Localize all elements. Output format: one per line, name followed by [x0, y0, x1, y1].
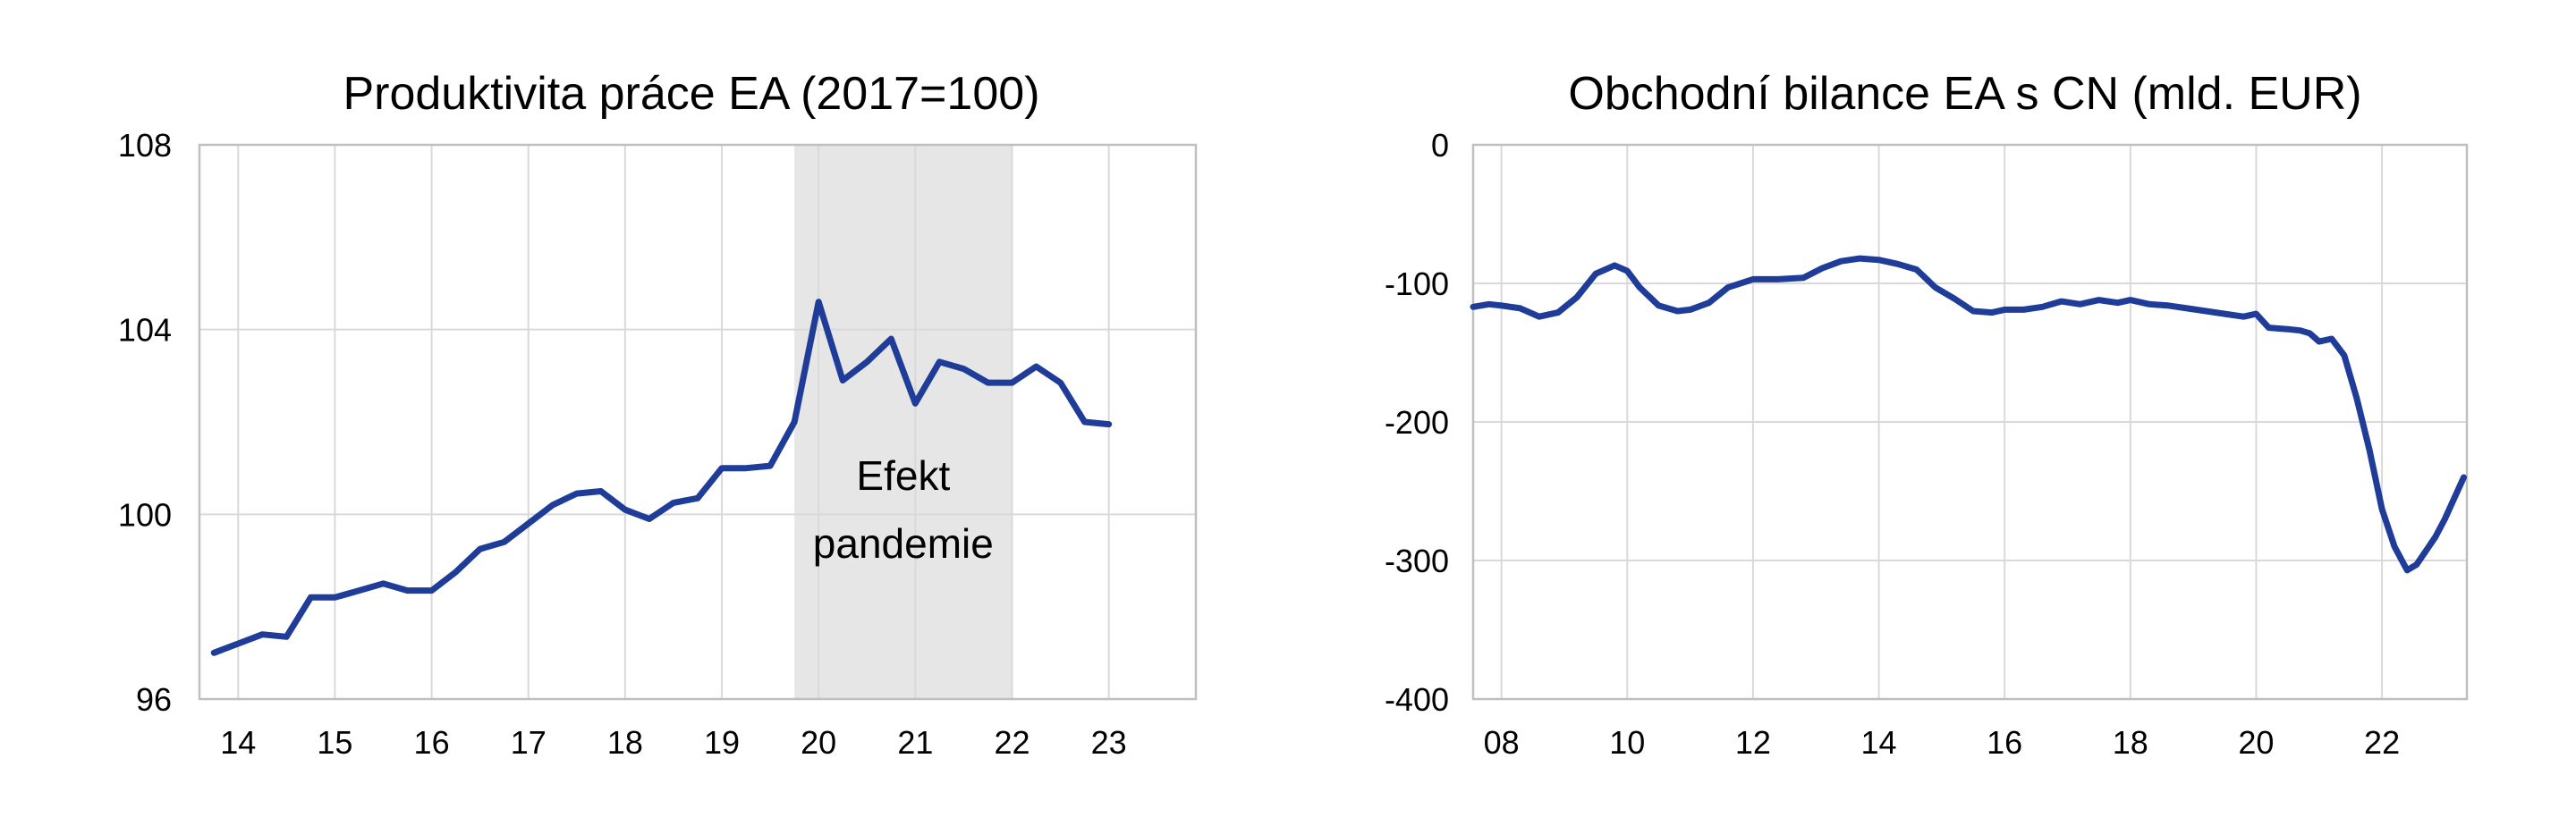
y-tick-label: 104: [118, 312, 172, 349]
x-tick-label: 17: [511, 724, 547, 761]
x-tick-label: 22: [994, 724, 1030, 761]
x-tick-label: 14: [1861, 724, 1897, 761]
y-tick-label: -100: [1385, 266, 1449, 302]
annotation-label: Efekt: [856, 452, 950, 499]
x-tick-label: 12: [1735, 724, 1771, 761]
series-line: [210, 299, 1113, 656]
x-tick-label: 21: [897, 724, 933, 761]
series-line: [1470, 255, 2467, 574]
x-tick-label: 23: [1091, 724, 1127, 761]
plot-frame: [198, 143, 1198, 701]
x-tick-label: 22: [2364, 724, 2400, 761]
x-tick-label: 16: [1987, 724, 2022, 761]
x-tick-label: 08: [1484, 724, 1520, 761]
x-tick-label: 14: [220, 724, 256, 761]
y-tick-label: 0: [1431, 127, 1449, 164]
y-tick-label: 108: [118, 127, 172, 164]
x-tick-label: 10: [1609, 724, 1645, 761]
y-tick-label: -400: [1385, 681, 1449, 718]
y-tick-label: -200: [1385, 404, 1449, 441]
y-tick-label: -300: [1385, 543, 1449, 579]
annotation-label: pandemie: [813, 520, 994, 567]
x-tick-label: 18: [607, 724, 643, 761]
x-tick-label: 15: [317, 724, 352, 761]
x-tick-label: 19: [704, 724, 740, 761]
plot-frame: [1471, 143, 2469, 701]
chart-title: Produktivita práce EA (2017=100): [343, 68, 1039, 120]
x-tick-label: 20: [801, 724, 836, 761]
y-tick-label: 100: [118, 496, 172, 533]
x-tick-label: 20: [2238, 724, 2274, 761]
chart-labor-productivity: Produktivita práce EA (2017=100) Efekt pa…: [118, 68, 1198, 761]
y-tick-label: 96: [136, 681, 172, 718]
x-tick-label: 16: [414, 724, 450, 761]
chart-trade-balance: Obchodní bilance EA s CN (mld. EUR) -400…: [1385, 68, 2469, 761]
x-tick-label: 18: [2113, 724, 2148, 761]
pandemic-shaded-region: [794, 145, 1013, 699]
chart-title: Obchodní bilance EA s CN (mld. EUR): [1568, 68, 2361, 120]
